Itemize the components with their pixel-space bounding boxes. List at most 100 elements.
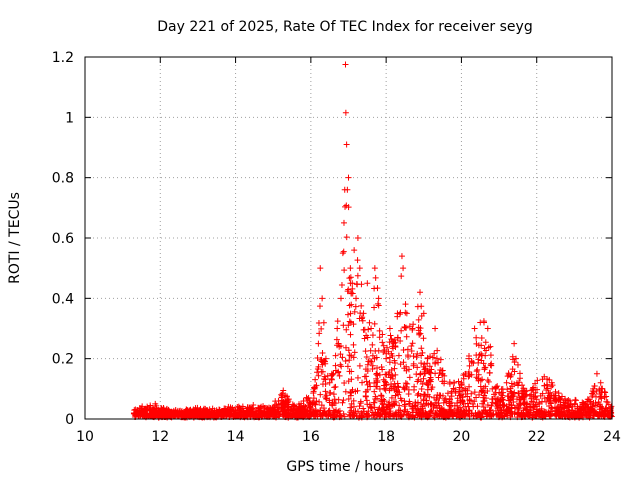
roti-point: [335, 369, 342, 376]
plot-frame: [84, 56, 613, 420]
roti-point: [364, 401, 371, 408]
roti-point: [421, 402, 428, 409]
x-tick-label: 20: [453, 429, 471, 445]
roti-point: [529, 385, 536, 392]
roti-point: [470, 412, 477, 419]
roti-point: [597, 411, 604, 418]
roti-point: [235, 412, 242, 419]
roti-point: [402, 401, 409, 408]
roti-point: [370, 412, 377, 419]
roti-point: [361, 326, 368, 333]
roti-point: [454, 409, 461, 416]
roti-point: [546, 395, 553, 402]
roti-point: [435, 374, 442, 381]
roti-point: [484, 325, 491, 332]
roti-point: [348, 388, 355, 395]
roti-point: [383, 355, 390, 362]
roti-point: [365, 358, 372, 365]
roti-point: [319, 350, 326, 357]
roti-point: [393, 411, 400, 418]
roti-point: [418, 352, 425, 359]
roti-point: [329, 402, 336, 409]
roti-point: [450, 385, 457, 392]
roti-point: [346, 318, 353, 325]
roti-point: [378, 363, 385, 370]
roti-point: [602, 411, 609, 418]
roti-point: [403, 310, 410, 317]
roti-point: [354, 257, 361, 264]
roti-point: [260, 403, 267, 410]
roti-point: [402, 301, 409, 308]
roti-point: [589, 393, 596, 400]
roti-point: [427, 400, 434, 407]
roti-point: [593, 370, 600, 377]
roti-point: [310, 411, 317, 418]
roti-point: [501, 402, 508, 409]
roti-point: [352, 303, 359, 310]
x-tick-label: 14: [227, 429, 245, 445]
roti-point: [457, 399, 464, 406]
y-tick-label: 1.2: [52, 50, 74, 66]
roti-point: [601, 388, 608, 395]
roti-point: [508, 394, 515, 401]
roti-point: [347, 274, 354, 281]
roti-point: [556, 394, 563, 401]
roti-point: [328, 376, 335, 383]
roti-point: [264, 410, 271, 417]
roti-point: [455, 378, 462, 385]
roti-point: [338, 282, 345, 289]
roti-point: [504, 373, 511, 380]
roti-point: [388, 381, 395, 388]
roti-point: [540, 409, 547, 416]
roti-point: [431, 350, 438, 357]
roti-point: [418, 345, 425, 352]
roti-point: [315, 340, 322, 347]
roti-point: [600, 410, 607, 417]
roti-point: [510, 399, 517, 406]
roti-point: [360, 405, 367, 412]
roti-point: [395, 384, 402, 391]
roti-point: [388, 372, 395, 379]
roti-point: [423, 379, 430, 386]
roti-point: [148, 410, 155, 417]
roti-point: [337, 343, 344, 350]
roti-point: [378, 397, 385, 404]
roti-point: [364, 361, 371, 368]
chart-title: Day 221 of 2025, Rate Of TEC Index for r…: [157, 19, 532, 35]
roti-point: [461, 408, 468, 415]
roti-point: [378, 392, 385, 399]
roti-point: [316, 303, 323, 310]
roti-point: [316, 330, 323, 337]
roti-point: [419, 349, 426, 356]
roti-point: [280, 404, 287, 411]
roti-point: [414, 412, 421, 419]
roti-point: [374, 379, 381, 386]
roti-point: [351, 247, 358, 254]
roti-point: [528, 395, 535, 402]
roti-point: [373, 354, 380, 361]
roti-point: [409, 409, 416, 416]
roti-point: [410, 360, 417, 367]
roti-point: [312, 376, 319, 383]
roti-point: [387, 385, 394, 392]
roti-point: [283, 399, 290, 406]
roti-point: [175, 412, 182, 419]
roti-point: [386, 359, 393, 366]
roti-point: [514, 379, 521, 386]
roti-point: [358, 302, 365, 309]
roti-point: [379, 339, 386, 346]
roti-point: [598, 406, 605, 413]
roti-point: [408, 342, 415, 349]
roti-point: [220, 409, 227, 416]
roti-point: [451, 402, 458, 409]
roti-point: [320, 359, 327, 366]
roti-point: [160, 412, 167, 419]
roti-point: [526, 403, 533, 410]
roti-point: [228, 413, 235, 420]
roti-point: [371, 388, 378, 395]
roti-point: [354, 374, 361, 381]
roti-point: [429, 354, 436, 361]
roti-point: [446, 379, 453, 386]
roti-point: [511, 359, 518, 366]
roti-point: [250, 402, 257, 409]
